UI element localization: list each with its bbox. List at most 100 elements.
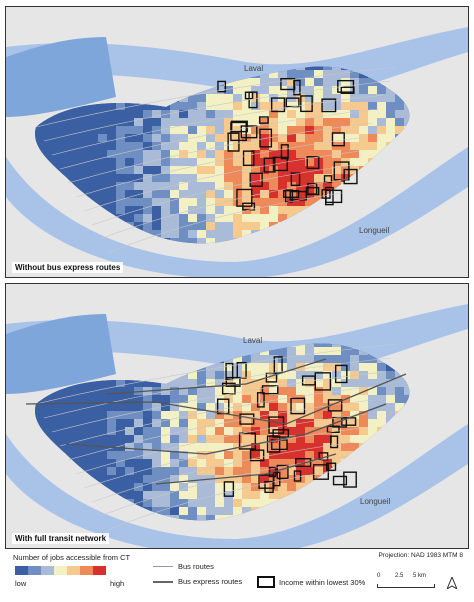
census-tract <box>125 483 134 491</box>
census-tract <box>107 395 116 403</box>
census-tract <box>278 451 287 459</box>
census-tract <box>260 371 269 379</box>
census-tract <box>224 94 233 102</box>
census-tract <box>278 142 287 150</box>
census-tract <box>170 403 179 411</box>
census-tract <box>323 150 332 158</box>
census-tract <box>224 475 233 483</box>
census-tract <box>251 94 260 102</box>
census-tract <box>89 158 98 166</box>
census-tract <box>368 355 377 363</box>
census-tract <box>89 427 98 435</box>
census-tract <box>161 403 170 411</box>
census-tract <box>278 467 287 475</box>
census-tract <box>251 395 260 403</box>
bus-route <box>67 122 373 184</box>
census-tract <box>224 419 233 427</box>
census-tract <box>134 214 143 222</box>
legend-income: Income within lowest 30% <box>257 576 365 588</box>
bus-route <box>91 441 355 503</box>
census-tract <box>143 491 152 499</box>
census-tract <box>341 70 350 78</box>
census-tract <box>305 118 314 126</box>
census-tract <box>179 475 188 483</box>
census-tract <box>305 66 314 70</box>
census-tract <box>161 214 170 222</box>
census-tract <box>116 411 125 419</box>
census-tract <box>53 150 62 158</box>
census-tract <box>206 483 215 491</box>
census-tract <box>80 451 89 459</box>
census-tract <box>341 102 350 110</box>
census-tract <box>251 451 260 459</box>
census-tract <box>197 126 206 134</box>
census-tract <box>197 150 206 158</box>
census-tract <box>206 190 215 198</box>
census-tract <box>197 515 206 521</box>
census-tract <box>305 347 314 355</box>
census-tract <box>152 230 161 238</box>
census-tract <box>359 86 368 94</box>
census-tract <box>350 419 359 427</box>
census-tract <box>233 142 242 150</box>
census-tract <box>323 387 332 395</box>
census-tract <box>359 158 368 166</box>
census-tract <box>206 158 215 166</box>
census-tract <box>161 230 170 238</box>
census-tract <box>107 403 116 411</box>
census-tract <box>71 411 80 419</box>
census-tract <box>359 371 368 379</box>
census-tract <box>44 403 53 411</box>
census-tract <box>377 371 386 379</box>
census-tract <box>242 355 251 363</box>
census-tract <box>125 435 134 443</box>
census-tract <box>224 198 233 206</box>
census-tract <box>260 190 269 198</box>
census-tract <box>71 142 80 150</box>
census-tract <box>107 427 116 435</box>
bus-express-route <box>65 403 387 455</box>
census-tract <box>359 110 368 118</box>
low-income-outline <box>332 475 348 486</box>
ramp-swatch <box>93 566 106 575</box>
census-tract <box>233 403 242 411</box>
census-tract <box>260 419 269 427</box>
census-tract <box>404 118 410 126</box>
census-tract <box>287 126 296 134</box>
census-tract <box>161 411 170 419</box>
census-tract <box>215 507 224 515</box>
census-tract <box>80 459 89 467</box>
census-tract <box>314 66 323 70</box>
census-tract <box>125 150 134 158</box>
census-tract <box>314 78 323 86</box>
census-tract <box>80 387 89 395</box>
census-tract <box>278 150 287 158</box>
census-tract <box>251 371 260 379</box>
census-tract <box>242 419 251 427</box>
census-tract <box>206 371 215 379</box>
census-tract <box>269 435 278 443</box>
census-tract <box>332 78 341 86</box>
census-tract <box>350 403 359 411</box>
census-tract <box>377 118 386 126</box>
census-tract <box>314 467 323 475</box>
census-tract <box>287 78 296 86</box>
census-tract <box>215 150 224 158</box>
census-tract <box>71 110 80 118</box>
scale-bar: 0 2.5 5 km <box>377 573 457 595</box>
census-tract <box>170 230 179 238</box>
low-income-outline <box>225 362 234 381</box>
census-tract <box>206 427 215 435</box>
census-tract <box>377 411 386 419</box>
census-tract <box>215 387 224 395</box>
census-tract <box>332 451 341 459</box>
census-tract <box>377 363 386 371</box>
census-tract <box>215 110 224 118</box>
census-tract <box>89 459 98 467</box>
census-tract <box>305 387 314 395</box>
census-tract <box>278 198 287 206</box>
census-tract <box>305 467 314 475</box>
low-income-outline <box>280 144 289 160</box>
census-tract <box>170 238 179 244</box>
low-income-outline <box>249 449 265 462</box>
